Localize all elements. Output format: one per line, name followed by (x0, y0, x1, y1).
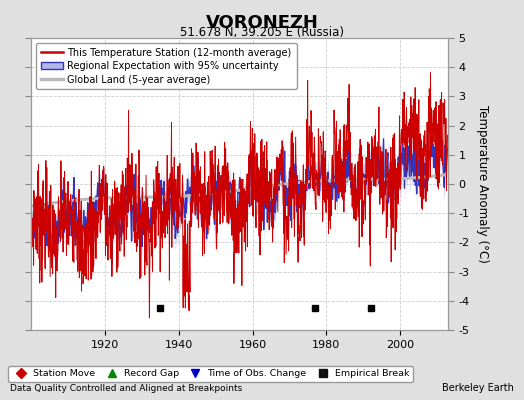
Text: Berkeley Earth: Berkeley Earth (442, 383, 514, 393)
Legend: Station Move, Record Gap, Time of Obs. Change, Empirical Break: Station Move, Record Gap, Time of Obs. C… (8, 366, 413, 382)
Text: 51.678 N, 39.205 E (Russia): 51.678 N, 39.205 E (Russia) (180, 26, 344, 39)
Text: Data Quality Controlled and Aligned at Breakpoints: Data Quality Controlled and Aligned at B… (10, 384, 243, 393)
Text: VORONEZH: VORONEZH (205, 14, 319, 32)
Y-axis label: Temperature Anomaly (°C): Temperature Anomaly (°C) (476, 105, 489, 263)
